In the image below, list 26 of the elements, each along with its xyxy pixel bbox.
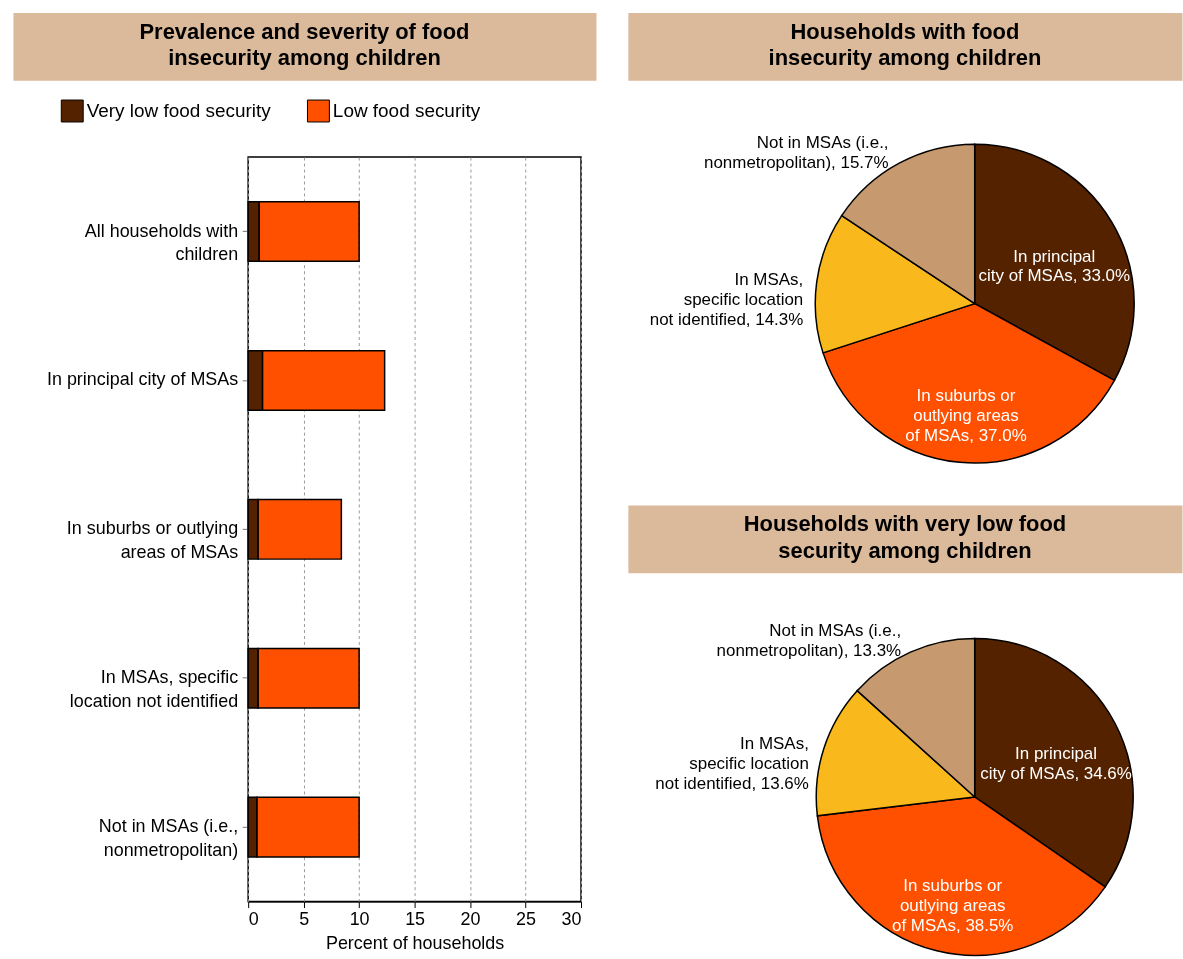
slice-label: Not in MSAs (i.e., nonmetropolitan), 13.3% — [716, 621, 902, 661]
slice-label: In principal city of MSAs, 34.6% — [980, 744, 1132, 784]
x-tick-label: 30 — [561, 909, 582, 930]
x-tick-label: 25 — [516, 909, 537, 930]
x-axis-title: Percent of households — [325, 932, 505, 953]
legend-label: Very low food security — [86, 99, 272, 121]
x-tick-label: 20 — [460, 909, 481, 930]
legend-label: Low food security — [332, 99, 481, 121]
slice-label: In MSAs, specific location not identified, 14.3% — [649, 270, 804, 330]
x-tick-label: 5 — [299, 909, 310, 930]
x-tick-label: 10 — [349, 909, 370, 930]
x-tick-label: 0 — [248, 909, 259, 930]
x-tick-label: 15 — [405, 909, 426, 930]
slice-label: In principal city of MSAs, 33.0% — [978, 246, 1131, 286]
slice-label: In MSAs, specific location not identified, 13.6% — [655, 734, 809, 794]
slice-label: Not in MSAs (i.e., nonmetropolitan), 15.7% — [704, 133, 889, 173]
chart-title: Prevalence and severity of food insecurity among children — [139, 18, 470, 71]
y-tick-label: All households with children — [84, 220, 239, 265]
y-tick-label: Not in MSAs (i.e., nonmetropolitan) — [98, 816, 239, 861]
y-tick-label: In MSAs, specific location not identified — [69, 667, 239, 712]
slice-label: In suburbs or outlying areas of MSAs, 37.0% — [905, 385, 1027, 445]
slice-label: In suburbs or outlying areas of MSAs, 38.5% — [891, 876, 1014, 936]
y-tick-label: In suburbs or outlying areas of MSAs — [66, 518, 239, 563]
chart-title: Households with very low food security among children — [743, 510, 1067, 563]
chart-title: Households with food insecurity among children — [768, 18, 1042, 71]
y-tick-label: In principal city of MSAs — [46, 369, 239, 390]
